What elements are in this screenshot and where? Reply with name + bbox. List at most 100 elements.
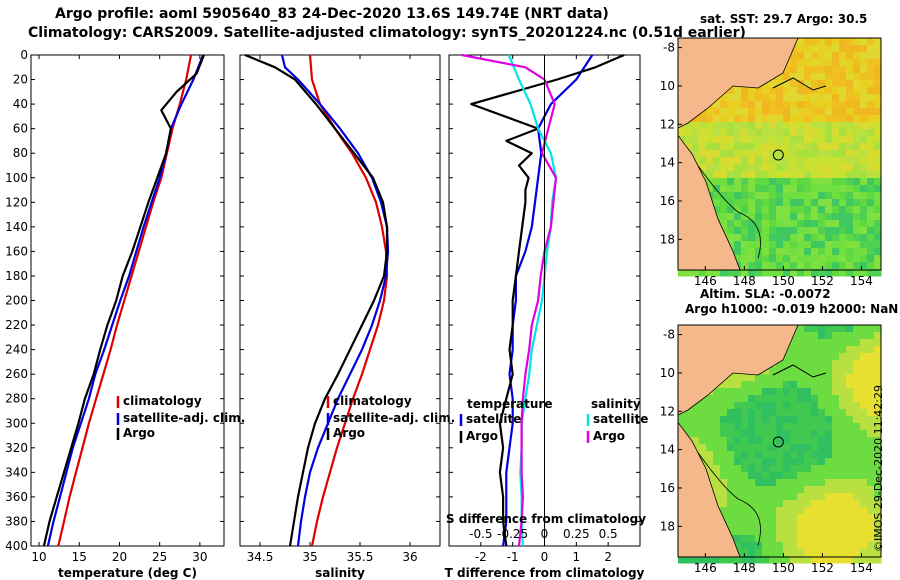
map-cell (811, 374, 819, 382)
map-cell (769, 514, 777, 522)
map-cell (706, 150, 714, 158)
map-cell (720, 444, 728, 452)
map-cell (727, 129, 735, 137)
map-cell (825, 199, 833, 207)
map-cell (769, 395, 777, 403)
map-cell (804, 451, 812, 459)
map-cell (867, 87, 875, 95)
map-cell (790, 409, 798, 417)
lat-tick-label: -8 (663, 41, 675, 55)
map-cell (874, 493, 882, 501)
map-cell (811, 45, 819, 53)
map-cell (846, 423, 854, 431)
map-cell (790, 143, 798, 151)
map-cell (832, 542, 840, 550)
map-cell (825, 185, 833, 193)
map-cell (706, 444, 714, 452)
map-cell (797, 542, 805, 550)
map-cell (818, 486, 826, 494)
map-cell (860, 87, 868, 95)
map-cell (804, 73, 812, 81)
map-cell (776, 262, 784, 270)
map-cell (818, 255, 826, 263)
map-cell (797, 430, 805, 438)
map-cell (874, 549, 882, 557)
map-cell (860, 164, 868, 172)
map-cell (762, 451, 770, 459)
map-cell (874, 157, 882, 165)
map-cell (860, 45, 868, 53)
map-cell (811, 542, 819, 550)
map-cell (832, 213, 840, 221)
map-cell (811, 150, 819, 158)
x-tick-label: 30 (192, 550, 207, 564)
map-cell (699, 416, 707, 424)
map-cell (860, 451, 868, 459)
map-cell (762, 108, 770, 116)
map-cell (811, 507, 819, 515)
map-cell (776, 171, 784, 179)
map-cell (741, 395, 749, 403)
map-cell (741, 143, 749, 151)
map-cell (818, 325, 826, 333)
map-cell (832, 521, 840, 529)
map-cell (811, 339, 819, 347)
map-cell (790, 199, 798, 207)
map-cell (762, 549, 770, 557)
map-cell (804, 262, 812, 270)
map-cell (825, 458, 833, 466)
map-cell (804, 115, 812, 123)
map-cell (860, 486, 868, 494)
map-cell (797, 493, 805, 501)
map-cell (839, 129, 847, 137)
map-cell (853, 409, 861, 417)
map-cell (776, 430, 784, 438)
map-cell (748, 178, 756, 186)
map-cell (713, 493, 721, 501)
y-tick-label: 160 (5, 244, 28, 258)
map-cell (853, 528, 861, 536)
map-cell (846, 227, 854, 235)
map-cell (874, 486, 882, 494)
map-cell (783, 122, 791, 130)
map-cell (839, 325, 847, 333)
map-cell (853, 122, 861, 130)
map-cell (755, 213, 763, 221)
map-cell (825, 262, 833, 270)
map-cell (727, 409, 735, 417)
map-cell (769, 199, 777, 207)
map-cell (734, 430, 742, 438)
map-cell (734, 451, 742, 459)
map-cell (853, 388, 861, 396)
map-cell (867, 80, 875, 88)
map-cell (748, 255, 756, 263)
map-cell (734, 143, 742, 151)
map-cell (797, 199, 805, 207)
map-cell (776, 213, 784, 221)
map-cell (720, 423, 728, 431)
map-cell (727, 136, 735, 144)
map-cell (846, 73, 854, 81)
lon-tick-label: 154 (850, 561, 873, 575)
map-cell (818, 38, 826, 46)
map-cell (825, 444, 833, 452)
map-cell (748, 129, 756, 137)
map-cell (790, 437, 798, 445)
map-cell (727, 465, 735, 473)
map-cell (706, 402, 714, 410)
map-cell (860, 122, 868, 130)
map-cell (790, 514, 798, 522)
map-cell (811, 185, 819, 193)
map-cell (748, 227, 756, 235)
map-cell (741, 136, 749, 144)
map-cell (839, 535, 847, 543)
map-cell (734, 185, 742, 193)
map-cell (755, 437, 763, 445)
map-cell (811, 269, 819, 277)
map-cell (818, 220, 826, 228)
map-cell (874, 500, 882, 508)
map-cell (839, 45, 847, 53)
map-cell (825, 220, 833, 228)
map-cell (713, 192, 721, 200)
map-cell (853, 164, 861, 172)
